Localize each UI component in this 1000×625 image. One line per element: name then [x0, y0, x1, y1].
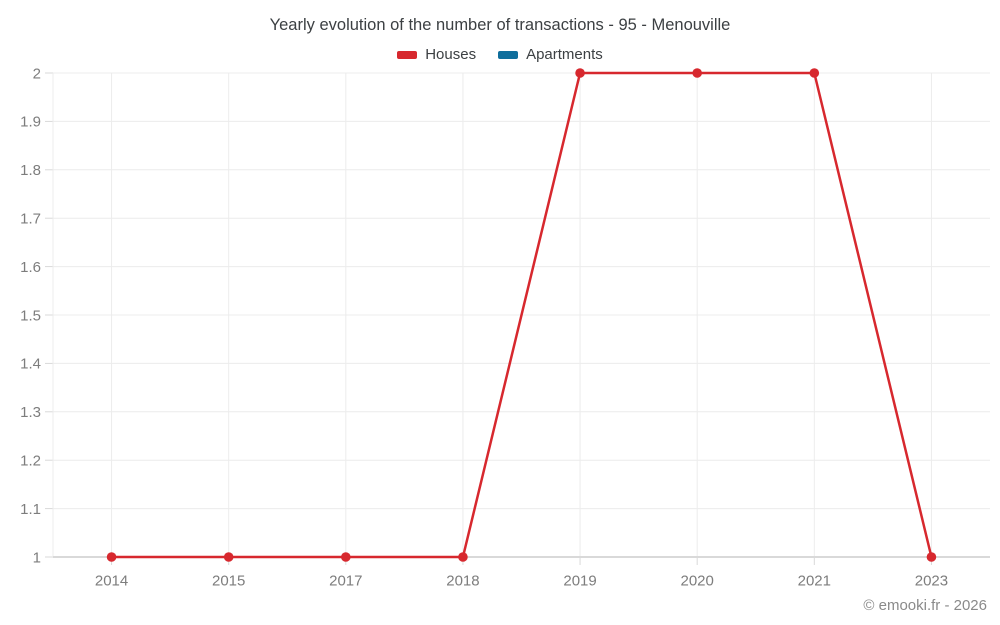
y-tick-label: 1.2	[20, 452, 41, 469]
y-tick-label: 1.3	[20, 404, 41, 421]
data-point-houses-2021[interactable]	[809, 68, 820, 78]
y-tick-label: 1.1	[20, 501, 41, 518]
y-tick-label: 1.6	[20, 259, 41, 276]
legend-item-apartments[interactable]: Apartments	[498, 46, 603, 63]
legend-swatch-apartments	[498, 50, 519, 59]
x-tick-label: 2018	[446, 572, 479, 589]
legend-label: Apartments	[526, 46, 603, 63]
x-tick-label: 2020	[681, 572, 714, 589]
y-tick-label: 2	[33, 65, 41, 82]
y-tick-label: 1.8	[20, 162, 41, 179]
legend-item-houses[interactable]: Houses	[397, 46, 476, 63]
y-tick-label: 1.7	[20, 210, 41, 227]
data-point-houses-2018[interactable]	[458, 552, 468, 562]
copyright: © emooki.fr - 2026	[863, 597, 987, 614]
legend-swatch-houses	[397, 50, 418, 59]
chart-title: Yearly evolution of the number of transa…	[269, 16, 731, 34]
y-tick-label: 1.5	[20, 307, 41, 324]
x-tick-label: 2021	[798, 572, 831, 589]
data-point-houses-2015[interactable]	[223, 552, 234, 562]
data-point-houses-2023[interactable]	[926, 552, 937, 562]
x-tick-label: 2017	[329, 572, 362, 589]
series-line-houses	[110, 71, 933, 559]
x-tick-label: 2023	[915, 572, 948, 589]
x-tick-label: 2015	[212, 572, 245, 589]
y-tick-label: 1	[33, 549, 41, 566]
data-point-houses-2017[interactable]	[341, 552, 351, 562]
legend: Houses Apartments	[0, 46, 1000, 63]
y-tick-label: 1.4	[20, 356, 41, 373]
legend-label: Houses	[425, 46, 477, 63]
x-tick-label: 2019	[563, 572, 596, 589]
data-point-houses-2019[interactable]	[575, 68, 585, 78]
data-point-houses-2014[interactable]	[106, 552, 117, 562]
x-tick-label: 2014	[95, 572, 128, 589]
data-point-houses-2020[interactable]	[692, 68, 702, 78]
y-tick-label: 1.9	[20, 114, 41, 131]
